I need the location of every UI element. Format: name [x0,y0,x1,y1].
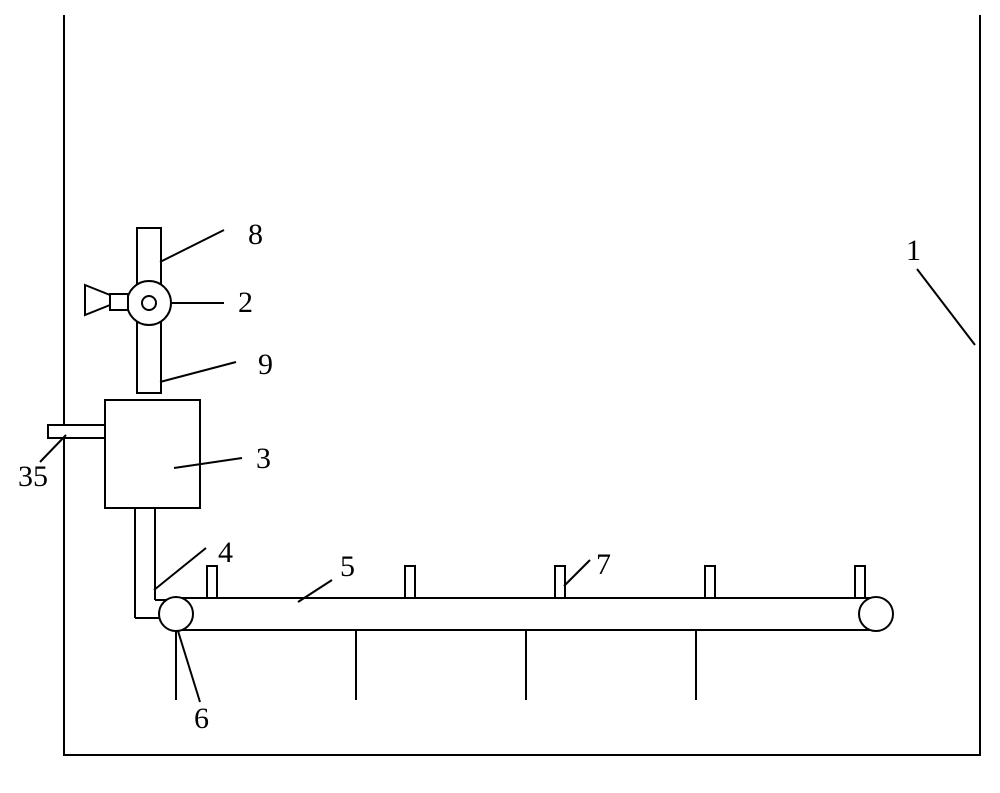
tank-box [105,400,200,508]
carrier-post [555,566,565,598]
label-2: 2 [238,286,253,319]
label-9: 9 [258,348,273,381]
label-7: 7 [596,548,611,581]
label-8: 8 [248,218,263,251]
label-3: 3 [256,442,271,475]
background [0,0,1000,793]
label-1: 1 [906,234,921,267]
label-4: 4 [218,536,233,569]
motor-stem [110,294,128,310]
diagram-figure: 8 29 1 3 35 4 5 7 6 [0,0,1000,793]
roller-left [159,597,193,631]
label-35: 35 [18,460,48,493]
carrier-post [705,566,715,598]
carrier-post [855,566,865,598]
roller-right [859,597,893,631]
carrier-post [405,566,415,598]
carrier-post [207,566,217,598]
label-6: 6 [194,702,209,735]
wheel-inner [142,296,156,310]
tank-stub [48,425,105,438]
label-5: 5 [340,550,355,583]
